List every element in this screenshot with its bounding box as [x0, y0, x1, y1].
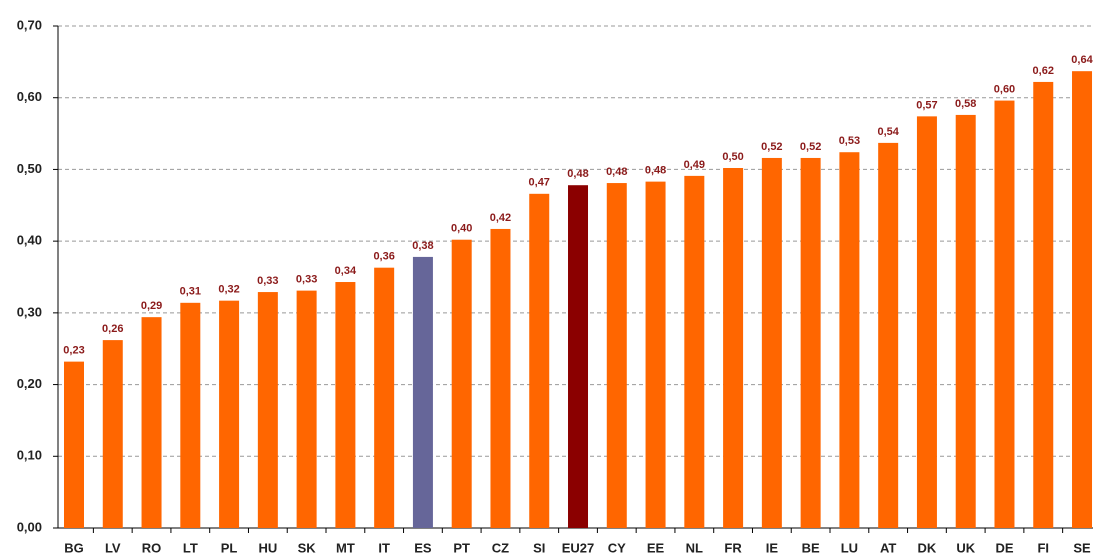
- value-label: 0,52: [761, 141, 782, 153]
- bar: [878, 142, 899, 528]
- y-tick-label: 0,70: [17, 17, 42, 32]
- value-label: 0,23: [63, 345, 84, 357]
- value-label: 0,54: [877, 126, 899, 138]
- value-label: 0,62: [1033, 65, 1054, 77]
- bar: [257, 292, 278, 528]
- x-tick-label: MT: [336, 540, 355, 555]
- x-tick-label: FI: [1037, 540, 1049, 555]
- bar: [374, 267, 395, 528]
- bar: [645, 181, 666, 528]
- x-tick-label: PT: [453, 540, 470, 555]
- bar: [994, 100, 1015, 528]
- x-tick-label: CY: [608, 540, 626, 555]
- x-tick-label: DE: [995, 540, 1013, 555]
- bar: [64, 361, 84, 528]
- bar: [955, 114, 976, 528]
- bar: [412, 256, 433, 528]
- bar: [335, 282, 356, 528]
- bar: [490, 228, 511, 529]
- value-label: 0,49: [684, 159, 705, 171]
- bar: [723, 167, 744, 528]
- value-label: 0,53: [839, 135, 860, 147]
- x-tick-label: NL: [686, 540, 703, 555]
- bar: [916, 116, 937, 529]
- bar: [761, 157, 782, 528]
- value-label: 0,48: [645, 165, 666, 177]
- y-tick-label: 0,60: [17, 89, 42, 104]
- bar: [1033, 81, 1054, 529]
- value-label: 0,38: [412, 240, 433, 252]
- bar: [606, 183, 627, 528]
- y-tick-label: 0,10: [17, 448, 42, 463]
- x-tick-label: RO: [142, 540, 162, 555]
- x-tick-label: HU: [258, 540, 277, 555]
- x-tick-label: CZ: [492, 540, 509, 555]
- value-label: 0,57: [916, 99, 937, 111]
- y-tick-label: 0,40: [17, 233, 42, 248]
- x-tick-label: UK: [956, 540, 975, 555]
- value-label: 0,52: [800, 141, 821, 153]
- x-tick-label: LV: [105, 540, 121, 555]
- value-label: 0,29: [141, 300, 162, 312]
- value-label: 0,32: [218, 284, 239, 296]
- x-tick-label: IT: [378, 540, 390, 555]
- value-label: 0,33: [296, 274, 317, 286]
- bar: [800, 157, 821, 528]
- x-tick-label: LT: [183, 540, 198, 555]
- bar: [684, 175, 705, 528]
- bar: [180, 302, 201, 528]
- value-label: 0,47: [529, 177, 550, 189]
- x-tick-label: SK: [298, 540, 317, 555]
- x-tick-label: BE: [802, 540, 820, 555]
- value-label: 0,33: [257, 275, 278, 287]
- bar: [451, 239, 472, 529]
- bar: [1072, 71, 1093, 529]
- x-tick-label: FR: [724, 540, 742, 555]
- x-tick-label: AT: [880, 540, 896, 555]
- value-label: 0,36: [373, 251, 394, 263]
- value-label: 0,40: [451, 223, 472, 235]
- x-tick-label: EE: [647, 540, 665, 555]
- x-tick-label: PL: [221, 540, 238, 555]
- x-tick-label: IE: [766, 540, 779, 555]
- value-label: 0,58: [955, 98, 976, 110]
- x-tick-label: SI: [533, 540, 545, 555]
- y-tick-label: 0,50: [17, 161, 42, 176]
- bar: [141, 317, 162, 528]
- bar: [529, 193, 550, 528]
- x-tick-label: ES: [414, 540, 432, 555]
- value-label: 0,26: [102, 323, 123, 335]
- x-tick-label: LU: [841, 540, 858, 555]
- bar: [568, 185, 589, 528]
- bar: [839, 152, 860, 528]
- value-label: 0,48: [567, 168, 588, 180]
- x-tick-label: BG: [64, 540, 84, 555]
- value-label: 0,34: [335, 265, 357, 277]
- value-label: 0,31: [180, 286, 201, 298]
- value-label: 0,42: [490, 212, 511, 224]
- y-tick-label: 0,00: [17, 519, 42, 534]
- bar: [102, 340, 123, 528]
- x-tick-label: SE: [1073, 540, 1091, 555]
- y-tick-label: 0,30: [17, 304, 42, 319]
- value-label: 0,48: [606, 166, 627, 178]
- value-label: 0,64: [1071, 54, 1093, 66]
- x-tick-label: EU27: [562, 540, 595, 555]
- value-label: 0,50: [722, 151, 743, 163]
- bar: [296, 290, 317, 528]
- bar: [219, 300, 240, 528]
- value-label: 0,60: [994, 83, 1015, 95]
- x-tick-label: DK: [918, 540, 937, 555]
- y-tick-label: 0,20: [17, 376, 42, 391]
